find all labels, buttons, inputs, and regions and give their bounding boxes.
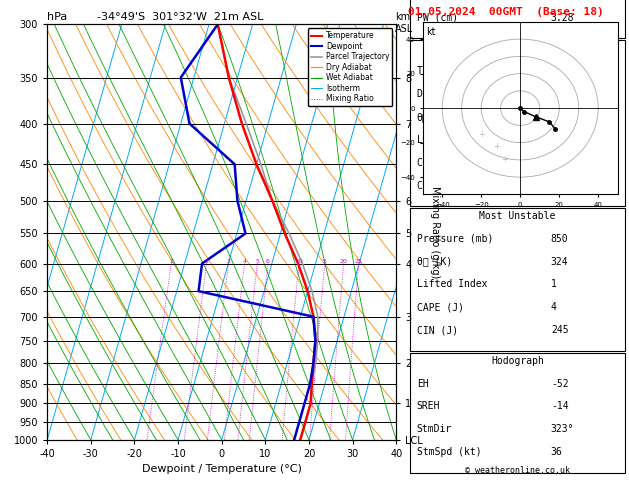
FancyBboxPatch shape	[410, 208, 625, 351]
Text: kt: kt	[426, 27, 436, 37]
Text: StmDir: StmDir	[417, 424, 452, 434]
Text: 20: 20	[340, 259, 348, 263]
Text: PW (cm): PW (cm)	[417, 13, 458, 23]
Text: SREH: SREH	[417, 401, 440, 412]
Text: -14: -14	[551, 401, 569, 412]
Y-axis label: Mixing Ratio (g/kg): Mixing Ratio (g/kg)	[430, 186, 440, 278]
Text: 10: 10	[295, 259, 303, 263]
Text: EH: EH	[417, 379, 428, 389]
Text: 245: 245	[551, 325, 569, 335]
Text: 16.6: 16.6	[551, 89, 574, 99]
Text: 6: 6	[266, 259, 270, 263]
Text: +: +	[501, 156, 508, 164]
Text: Surface: Surface	[497, 43, 538, 53]
Text: 4: 4	[551, 157, 557, 168]
Text: 2: 2	[204, 259, 209, 263]
Text: 01.05.2024  00GMT  (Base: 18): 01.05.2024 00GMT (Base: 18)	[408, 7, 603, 17]
Text: hPa: hPa	[47, 12, 67, 22]
Text: 5: 5	[323, 259, 326, 263]
Text: 323: 323	[551, 112, 569, 122]
Text: 36: 36	[551, 447, 562, 457]
Text: 0: 0	[551, 180, 557, 191]
Text: 4: 4	[551, 302, 557, 312]
Text: km
ASL: km ASL	[395, 12, 413, 34]
Text: Temp (°C): Temp (°C)	[417, 66, 470, 76]
Text: +: +	[478, 129, 484, 139]
Text: 25: 25	[355, 259, 362, 263]
Text: Pressure (mb): Pressure (mb)	[417, 234, 493, 244]
Text: Dewp (°C): Dewp (°C)	[417, 89, 470, 99]
Text: 4: 4	[243, 259, 247, 263]
X-axis label: Dewpoint / Temperature (°C): Dewpoint / Temperature (°C)	[142, 465, 302, 474]
Text: 17.8: 17.8	[551, 66, 574, 76]
Text: -52: -52	[551, 379, 569, 389]
Text: Most Unstable: Most Unstable	[479, 211, 555, 221]
Text: © weatheronline.co.uk: © weatheronline.co.uk	[465, 466, 570, 475]
Text: Hodograph: Hodograph	[491, 356, 544, 366]
Text: Lifted Index: Lifted Index	[417, 135, 487, 145]
Text: 1: 1	[551, 279, 557, 290]
Text: CIN (J): CIN (J)	[417, 325, 458, 335]
Text: CAPE (J): CAPE (J)	[417, 157, 464, 168]
Text: θᴇ (K): θᴇ (K)	[417, 257, 452, 267]
Text: StmSpd (kt): StmSpd (kt)	[417, 447, 481, 457]
Text: -34°49'S  301°32'W  21m ASL: -34°49'S 301°32'W 21m ASL	[97, 12, 264, 22]
Text: +: +	[493, 141, 500, 151]
Text: CIN (J): CIN (J)	[417, 180, 458, 191]
Text: 850: 850	[551, 234, 569, 244]
Text: 5: 5	[255, 259, 259, 263]
FancyBboxPatch shape	[410, 40, 625, 206]
Text: 3: 3	[226, 259, 230, 263]
Text: 1: 1	[169, 259, 173, 263]
Text: 3.28: 3.28	[551, 13, 574, 23]
Text: 1: 1	[551, 135, 557, 145]
FancyBboxPatch shape	[410, 0, 625, 38]
Text: θᴇ(K): θᴇ(K)	[417, 112, 446, 122]
Legend: Temperature, Dewpoint, Parcel Trajectory, Dry Adiabat, Wet Adiabat, Isotherm, Mi: Temperature, Dewpoint, Parcel Trajectory…	[308, 28, 392, 106]
FancyBboxPatch shape	[410, 353, 625, 473]
Text: Lifted Index: Lifted Index	[417, 279, 487, 290]
Text: 323°: 323°	[551, 424, 574, 434]
Text: CAPE (J): CAPE (J)	[417, 302, 464, 312]
Text: 324: 324	[551, 257, 569, 267]
